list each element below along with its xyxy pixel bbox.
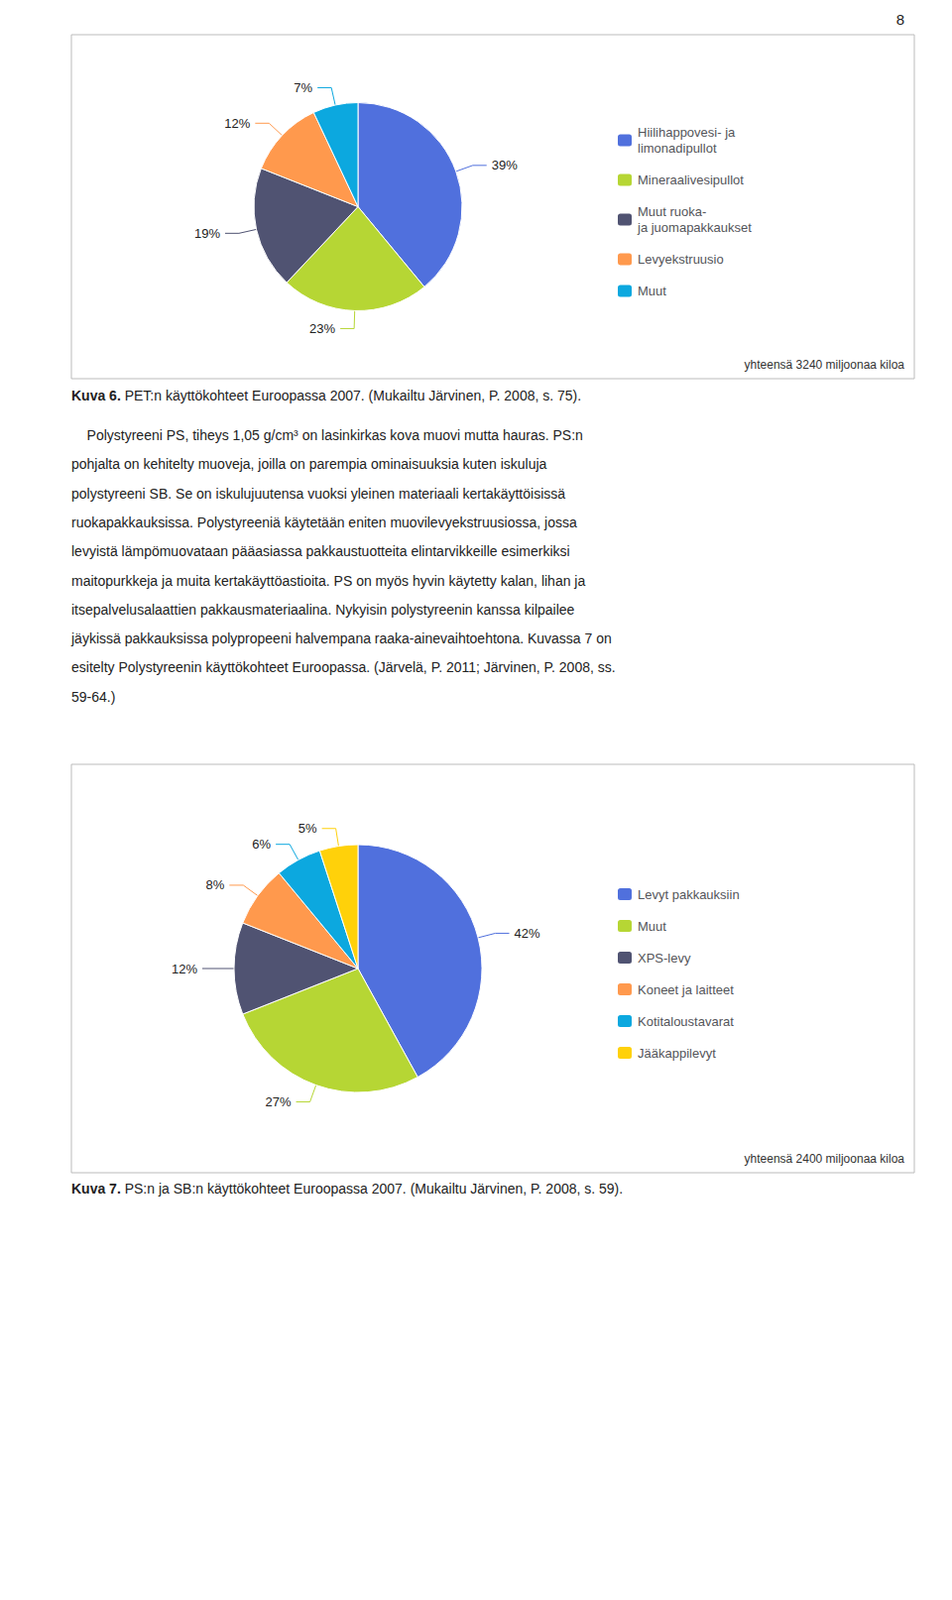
svg-text:12%: 12% xyxy=(224,116,250,131)
svg-text:PET:n käyttökohteet Euroopassa: PET:n käyttökohteet Euroopassa 2007. (Mu… xyxy=(120,387,582,404)
svg-text:8: 8 xyxy=(896,10,905,28)
svg-text:PS:n ja SB:n käyttökohteet Eur: PS:n ja SB:n käyttökohteet Euroopassa 20… xyxy=(120,1181,623,1197)
svg-text:19%: 19% xyxy=(194,226,221,241)
svg-text:6%: 6% xyxy=(251,836,271,852)
svg-text:polystyreeni SB. Se on iskuluj: polystyreeni SB. Se on iskulujuutensa vu… xyxy=(71,485,566,502)
svg-text:pohjalta on kehitelty muoveja,: pohjalta on kehitelty muoveja, joilla on… xyxy=(71,456,548,473)
svg-text:Muut ruoka-: Muut ruoka- xyxy=(637,204,707,220)
svg-text:Kuva 6.: Kuva 6. xyxy=(71,387,121,404)
svg-text:12%: 12% xyxy=(171,961,198,977)
svg-text:yhteensä 3240 miljoonaa kiloa: yhteensä 3240 miljoonaa kiloa xyxy=(744,357,906,372)
svg-text:Koneet ja laitteet: Koneet ja laitteet xyxy=(637,982,734,998)
svg-text:27%: 27% xyxy=(265,1094,292,1110)
svg-text:Kuva 7.: Kuva 7. xyxy=(71,1181,121,1197)
svg-text:23%: 23% xyxy=(309,321,336,337)
svg-text:limonadipullot: limonadipullot xyxy=(637,140,717,156)
svg-text:Polystyreeni PS, tiheys 1,05 g: Polystyreeni PS, tiheys 1,05 g/cm³ on la… xyxy=(71,427,584,444)
svg-text:Muut: Muut xyxy=(637,283,667,299)
svg-text:39%: 39% xyxy=(491,157,518,173)
svg-text:8%: 8% xyxy=(206,877,226,893)
svg-text:yhteensä 2400 miljoonaa kiloa: yhteensä 2400 miljoonaa kiloa xyxy=(744,1152,906,1167)
svg-text:jäykissä pakkauksissa polyprop: jäykissä pakkauksissa polypropeeni halve… xyxy=(70,630,612,647)
svg-text:esitelty Polystyreenin käyttök: esitelty Polystyreenin käyttökohteet Eur… xyxy=(71,659,616,676)
svg-text:itsepalvelusalaattien pakkausm: itsepalvelusalaattien pakkausmateriaalin… xyxy=(71,601,576,618)
svg-text:42%: 42% xyxy=(514,926,541,942)
svg-text:Kotitaloustavarat: Kotitaloustavarat xyxy=(637,1014,734,1030)
svg-text:Hiilihappovesi- ja: Hiilihappovesi- ja xyxy=(637,124,736,140)
svg-text:maitopurkkeja ja muita kertakä: maitopurkkeja ja muita kertakäyttöastioi… xyxy=(71,573,586,590)
svg-text:7%: 7% xyxy=(293,80,313,96)
svg-text:levyistä lämpömuovataan pääasi: levyistä lämpömuovataan pääasiassa pakka… xyxy=(71,543,571,560)
svg-text:Muut: Muut xyxy=(637,919,667,935)
svg-text:ja juomapakkaukset: ja juomapakkaukset xyxy=(636,220,752,236)
svg-text:59-64.): 59-64.) xyxy=(71,689,116,706)
svg-text:Levyt pakkauksiin: Levyt pakkauksiin xyxy=(637,887,740,903)
svg-text:5%: 5% xyxy=(298,821,318,836)
svg-text:Mineraalivesipullot: Mineraalivesipullot xyxy=(637,172,744,188)
svg-text:Jääkappilevyt: Jääkappilevyt xyxy=(637,1046,716,1062)
svg-text:Levyekstruusio: Levyekstruusio xyxy=(637,251,724,267)
svg-text:XPS-levy: XPS-levy xyxy=(637,951,692,966)
svg-text:ruokapakkauksissa. Polystyreen: ruokapakkauksissa. Polystyreeniä käytetä… xyxy=(71,514,578,531)
